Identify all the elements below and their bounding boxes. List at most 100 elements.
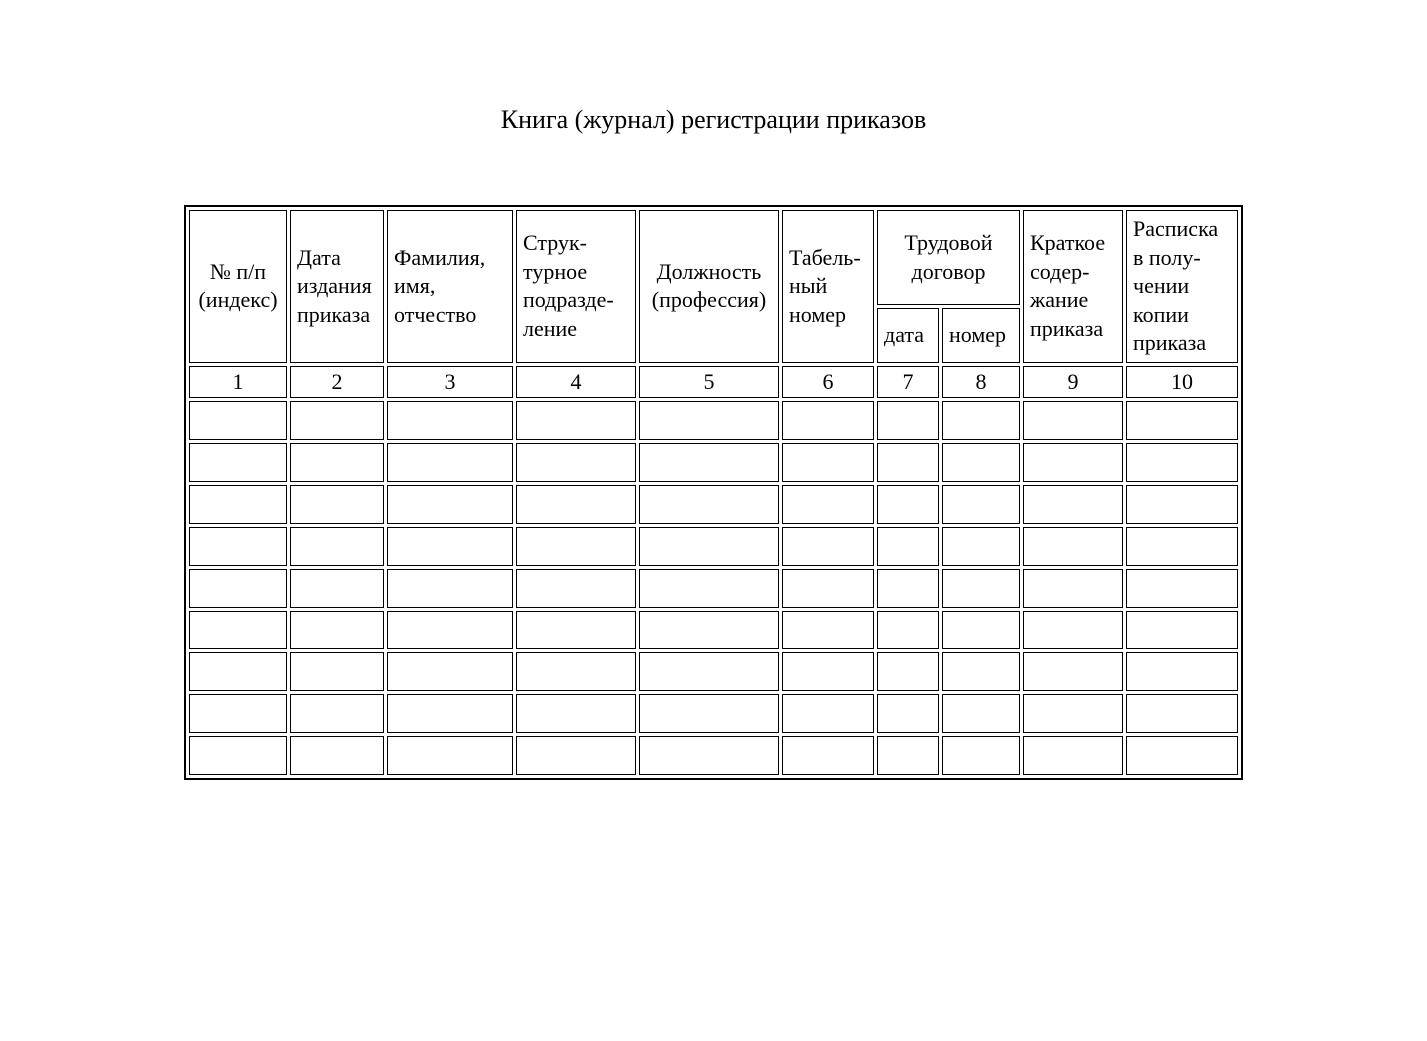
col-number: 7	[877, 366, 939, 398]
header-row-1: № п/п (индекс) Дата издания приказа Фами…	[189, 210, 1238, 305]
cell	[189, 527, 287, 566]
col-number: 2	[290, 366, 384, 398]
header-col-5: Должность (профессия)	[639, 210, 779, 363]
cell	[1126, 694, 1238, 733]
cell	[639, 443, 779, 482]
header-col-1: № п/п (индекс)	[189, 210, 287, 363]
cell	[1126, 611, 1238, 650]
table-row	[189, 611, 1238, 650]
cell	[877, 569, 939, 608]
cell	[942, 569, 1020, 608]
table-header: № п/п (индекс) Дата издания приказа Фами…	[189, 210, 1238, 398]
cell	[1126, 569, 1238, 608]
cell	[387, 443, 513, 482]
cell	[639, 527, 779, 566]
cell	[189, 736, 287, 775]
col-number: 1	[189, 366, 287, 398]
cell	[942, 485, 1020, 524]
cell	[782, 443, 874, 482]
col-number: 6	[782, 366, 874, 398]
cell	[1023, 401, 1123, 440]
col-number: 3	[387, 366, 513, 398]
cell	[1023, 652, 1123, 691]
cell	[1023, 443, 1123, 482]
cell	[516, 527, 636, 566]
cell	[516, 485, 636, 524]
col-number: 8	[942, 366, 1020, 398]
table-row	[189, 527, 1238, 566]
cell	[639, 652, 779, 691]
cell	[1126, 401, 1238, 440]
cell	[290, 443, 384, 482]
header-col-2: Дата издания приказа	[290, 210, 384, 363]
page-title: Книга (журнал) регистрации приказов	[0, 105, 1427, 135]
cell	[877, 736, 939, 775]
cell	[189, 485, 287, 524]
cell	[782, 652, 874, 691]
cell	[942, 694, 1020, 733]
header-col-3: Фамилия, имя, отчество	[387, 210, 513, 363]
cell	[189, 694, 287, 733]
cell	[290, 694, 384, 733]
cell	[1023, 485, 1123, 524]
table-row	[189, 485, 1238, 524]
col-number: 5	[639, 366, 779, 398]
col-number: 4	[516, 366, 636, 398]
cell	[877, 611, 939, 650]
cell	[1126, 652, 1238, 691]
cell	[387, 569, 513, 608]
cell	[942, 443, 1020, 482]
cell	[387, 401, 513, 440]
col-number: 10	[1126, 366, 1238, 398]
cell	[1126, 527, 1238, 566]
cell	[387, 694, 513, 733]
header-col-7-8-group: Трудовой договор	[877, 210, 1020, 305]
cell	[290, 652, 384, 691]
cell	[290, 527, 384, 566]
header-col-6: Табель-ный номер	[782, 210, 874, 363]
table-row	[189, 401, 1238, 440]
cell	[1023, 694, 1123, 733]
cell	[516, 611, 636, 650]
cell	[639, 401, 779, 440]
cell	[189, 652, 287, 691]
cell	[387, 527, 513, 566]
cell	[877, 694, 939, 733]
cell	[782, 485, 874, 524]
header-col-10: Расписка в полу-чении копии приказа	[1126, 210, 1238, 363]
header-col-9: Краткое содер-жание приказа	[1023, 210, 1123, 363]
table-row	[189, 652, 1238, 691]
cell	[942, 527, 1020, 566]
cell	[290, 611, 384, 650]
cell	[290, 736, 384, 775]
cell	[516, 401, 636, 440]
cell	[387, 736, 513, 775]
cell	[1126, 485, 1238, 524]
cell	[782, 401, 874, 440]
table-row	[189, 443, 1238, 482]
cell	[877, 485, 939, 524]
table-row	[189, 569, 1238, 608]
cell	[516, 694, 636, 733]
header-col-7: дата	[877, 308, 939, 363]
cell	[877, 401, 939, 440]
cell	[189, 401, 287, 440]
cell	[639, 569, 779, 608]
table-body	[189, 401, 1238, 775]
cell	[1023, 569, 1123, 608]
cell	[516, 652, 636, 691]
table-row	[189, 694, 1238, 733]
cell	[516, 443, 636, 482]
cell	[639, 694, 779, 733]
table-wrapper: № п/п (индекс) Дата издания приказа Фами…	[0, 205, 1427, 736]
cell	[189, 443, 287, 482]
cell	[942, 611, 1020, 650]
cell	[290, 485, 384, 524]
cell	[942, 736, 1020, 775]
cell	[1023, 611, 1123, 650]
cell	[290, 569, 384, 608]
cell	[877, 527, 939, 566]
cell	[877, 443, 939, 482]
cell	[387, 611, 513, 650]
cell	[1023, 527, 1123, 566]
